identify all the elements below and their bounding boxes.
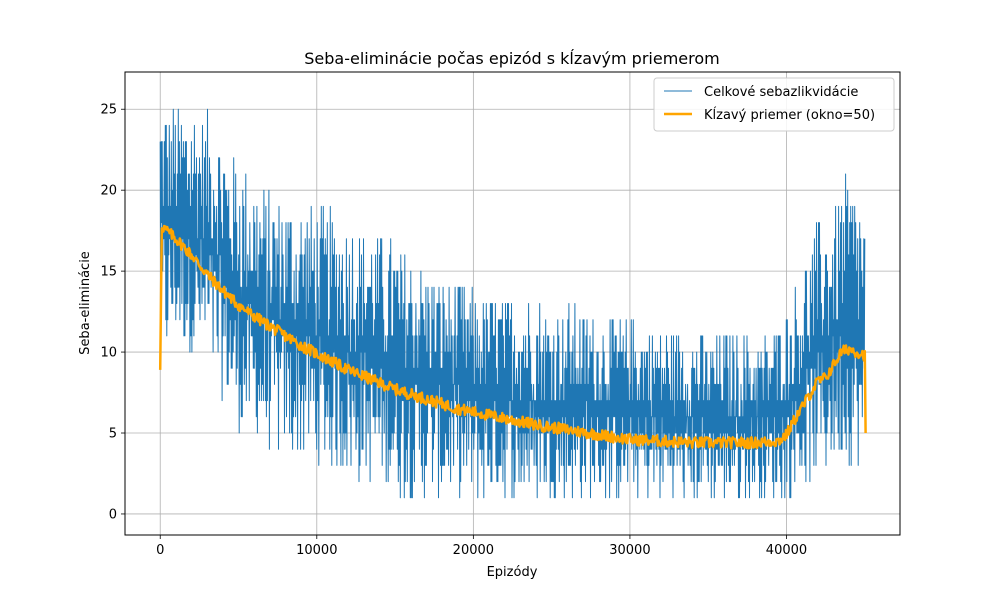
y-tick-label: 0 [109,507,117,522]
moving-average-line [158,224,867,450]
legend-label-total: Celkové sebazlikvidácie [704,85,858,100]
legend-label-moving-average: Kĺzavý priemer (okno=50) [704,107,875,123]
legend-box [653,77,895,132]
x-tick-label: 40000 [766,543,807,558]
y-tick-label: 15 [100,265,117,280]
x-tick-label: 10000 [296,543,337,558]
x-tick-label: 30000 [609,543,650,558]
series-moving-average [158,224,867,450]
y-tick-label: 20 [100,184,117,199]
y-tick-label: 5 [109,427,117,442]
axis-ticks: 0 10000 20000 30000 40000 0 5 10 15 20 25 [100,103,807,558]
y-axis-label: Seba-eliminácie [78,251,93,355]
plot-area-frame [124,71,901,536]
chart-title: Seba-eliminácie počas epizód s kĺzavým p… [304,49,719,68]
x-tick-label: 0 [156,543,164,558]
x-axis-label: Epizódy [487,565,538,580]
x-tick-label: 20000 [453,543,494,558]
y-tick-label: 25 [100,103,117,118]
y-tick-label: 10 [100,346,117,361]
legend: Celkové sebazlikvidácie Kĺzavý priemer (… [653,77,895,132]
